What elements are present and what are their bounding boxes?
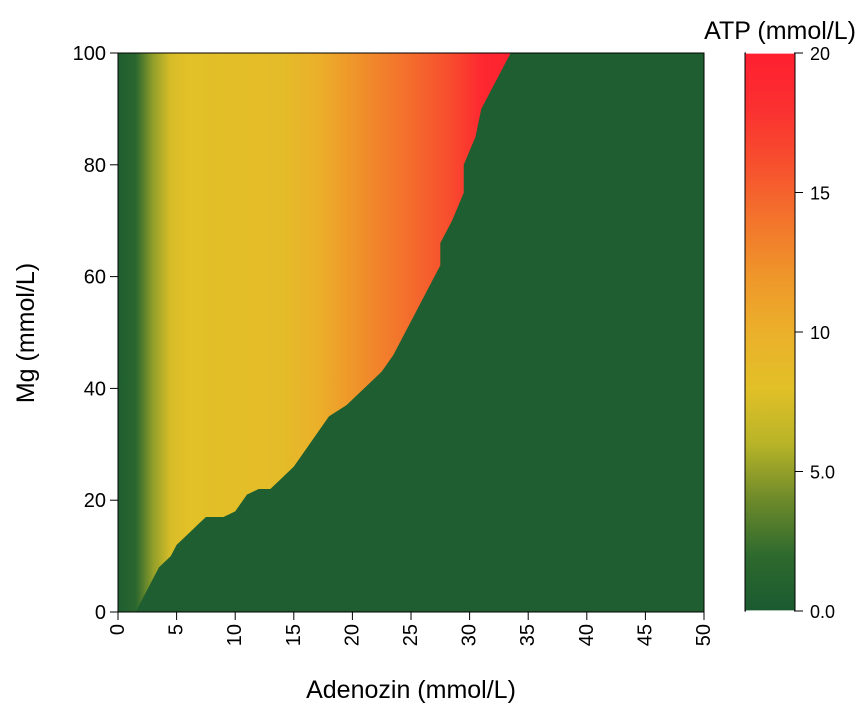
colorbar-tick-label: 15	[810, 184, 830, 204]
colorbar-ticks: 0.0 5.0 10 15 20	[746, 44, 835, 622]
colorbar-tick-label: 10	[810, 323, 830, 343]
x-axis: 0 5 10 15 20 25 30 35 40 45 50	[107, 612, 715, 646]
x-tick-label: 10	[224, 624, 246, 646]
x-tick-label: 45	[634, 624, 656, 646]
x-tick-label: 0	[107, 624, 129, 635]
colorbar-label: ATP (mmol/L)	[704, 17, 856, 45]
x-tick-label: 25	[400, 624, 422, 646]
x-tick-label: 35	[517, 624, 539, 646]
x-tick-label: 5	[166, 624, 188, 635]
y-tick-label: 40	[84, 378, 106, 400]
colorbar-tick-label: 0.0	[810, 602, 835, 622]
y-tick-label: 80	[84, 155, 106, 177]
colorbar-tick-label: 5.0	[810, 463, 835, 483]
colorbar: ATP (mmol/L) 0.0 5.0 10 15 20	[704, 17, 856, 622]
x-tick-label: 15	[283, 624, 305, 646]
y-axis: 0 20 40 60 80 100	[73, 43, 118, 624]
y-tick-label: 60	[84, 267, 106, 289]
x-tick-label: 30	[459, 624, 481, 646]
y-axis-label: Mg (mmol/L)	[12, 263, 40, 403]
y-tick-label: 0	[95, 602, 106, 624]
x-tick-label: 40	[576, 624, 598, 646]
x-tick-label: 20	[341, 624, 363, 646]
heatmap-low-atp-region	[135, 53, 704, 612]
colorbar-tick-label: 20	[810, 44, 830, 64]
x-tick-label: 50	[693, 624, 715, 646]
plot-area	[118, 53, 704, 612]
x-axis-label: Adenozin (mmol/L)	[306, 676, 516, 704]
y-tick-label: 100	[73, 43, 106, 65]
y-tick-label: 20	[84, 490, 106, 512]
